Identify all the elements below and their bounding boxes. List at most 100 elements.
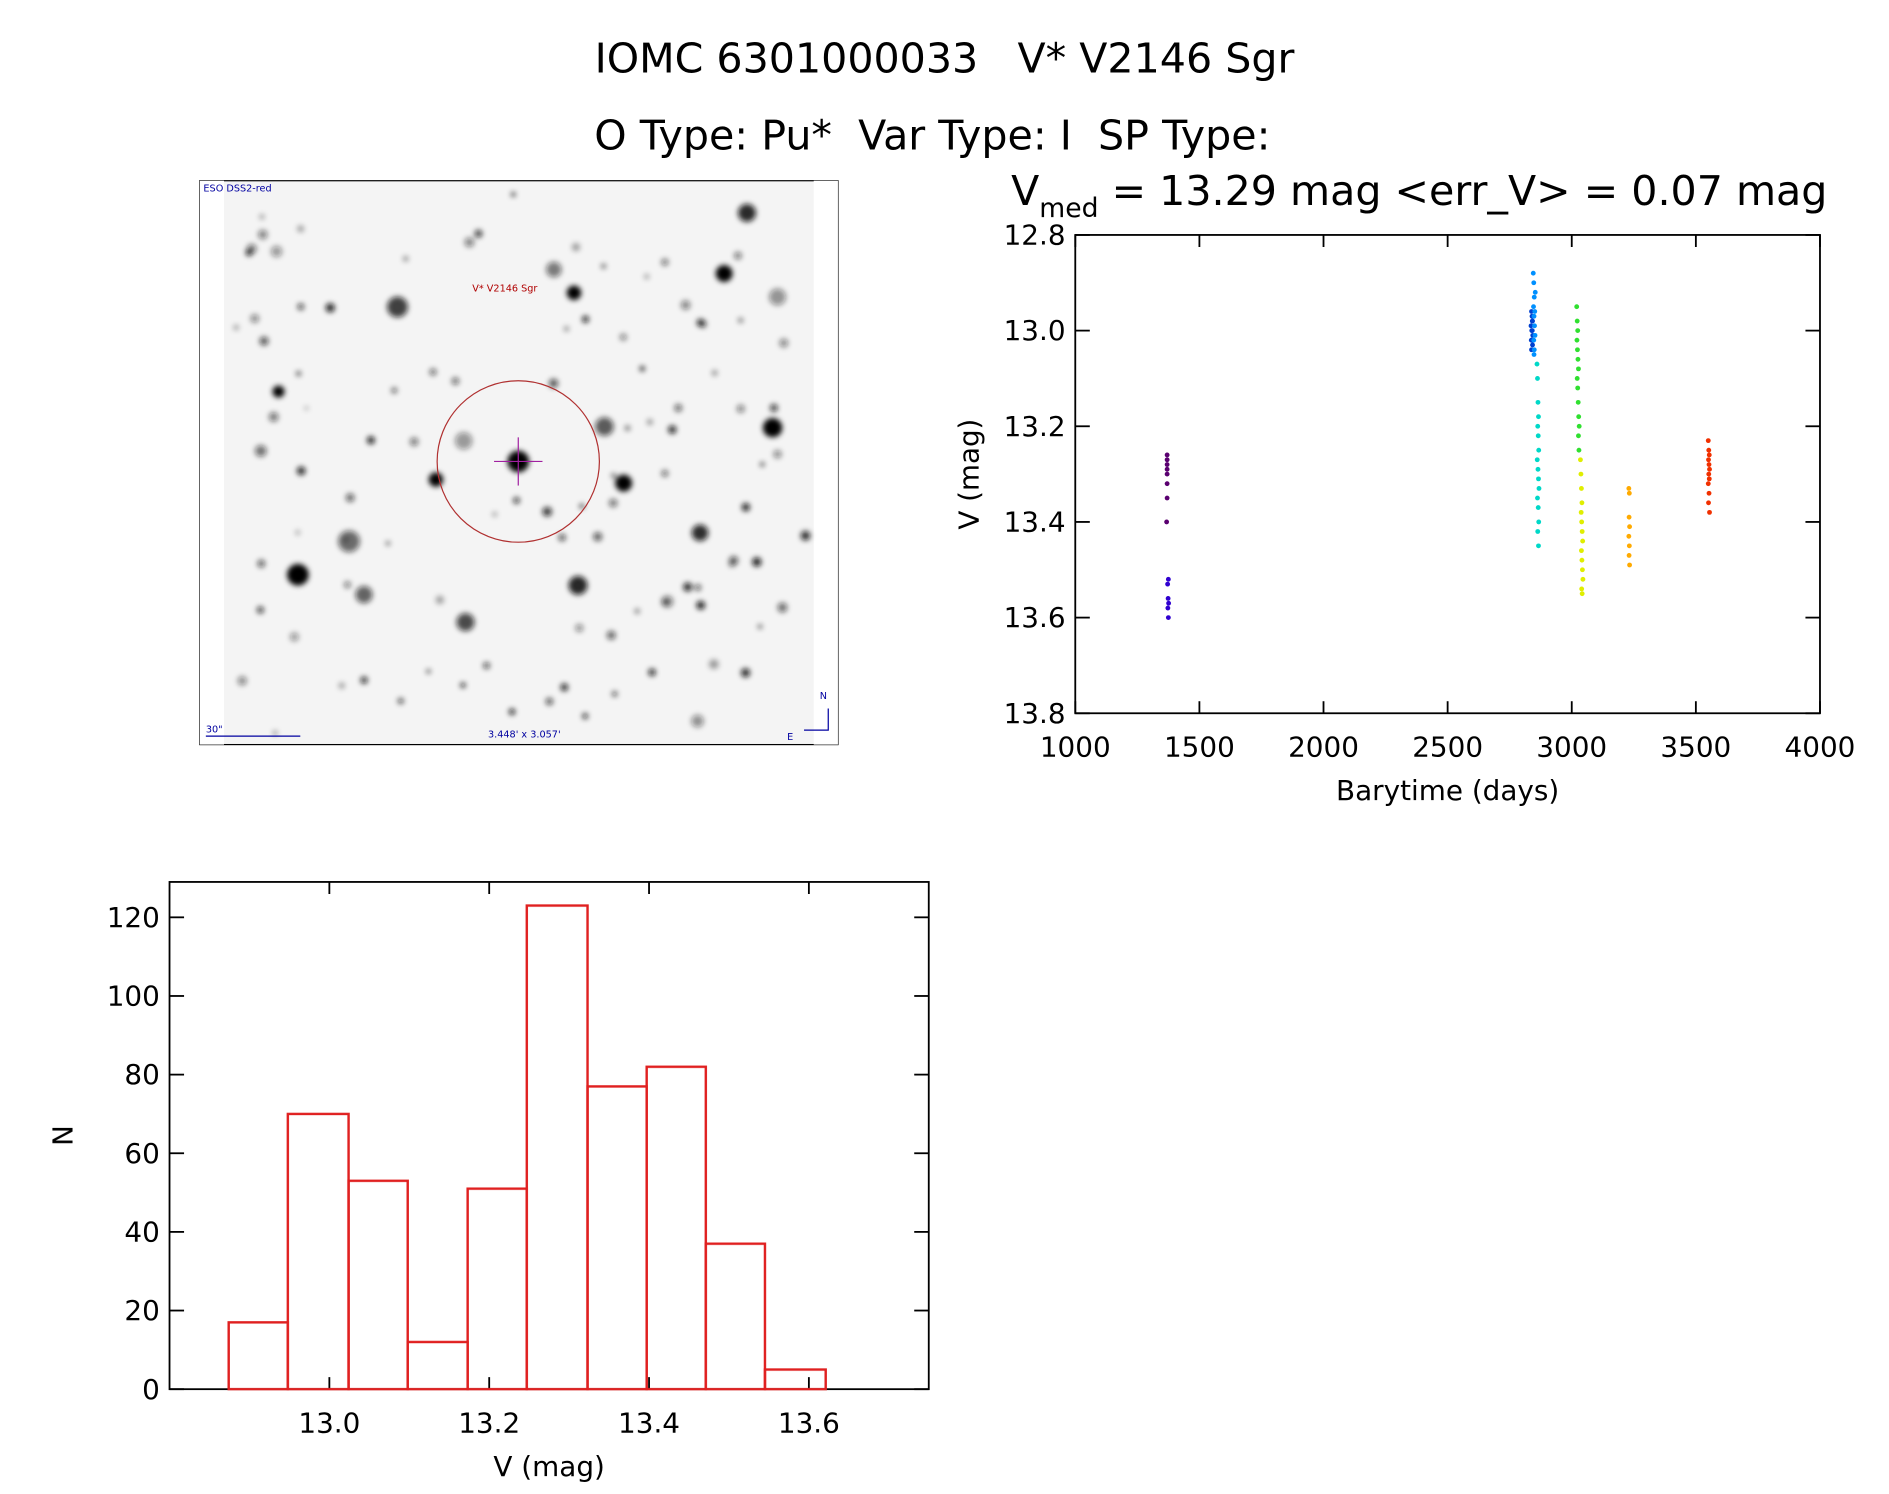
star [668, 425, 677, 434]
star [258, 229, 268, 240]
histogram-bar [227, 1321, 290, 1391]
data-point [1529, 328, 1535, 334]
y-axis-label: N [47, 1125, 80, 1146]
data-point [1579, 591, 1585, 597]
north-label: N [820, 691, 827, 702]
east-label: E [787, 732, 793, 743]
star [385, 541, 390, 546]
data-point [1575, 399, 1581, 405]
star [391, 387, 398, 394]
star [608, 498, 618, 508]
data-point [1578, 509, 1584, 515]
star [680, 300, 691, 310]
star [779, 338, 789, 348]
title-subscript: med [1039, 193, 1098, 224]
star [492, 511, 497, 517]
data-point [1578, 457, 1583, 463]
star [483, 662, 490, 670]
data-point [1626, 486, 1632, 491]
star [511, 192, 516, 197]
data-point [1626, 514, 1632, 520]
star [397, 697, 404, 705]
star [736, 404, 745, 413]
star [611, 691, 618, 697]
data-point [1626, 533, 1632, 539]
data-point [1531, 337, 1537, 343]
scale-label: 30" [206, 725, 223, 736]
y-tick-label: 13.8 [1004, 697, 1066, 730]
star [548, 378, 558, 388]
survey-label: ESO DSS2-red [203, 184, 271, 195]
star [451, 377, 460, 385]
data-point [1535, 505, 1541, 510]
x-tick-label: 1000 [1040, 731, 1111, 764]
data-point [1164, 457, 1170, 463]
y-tick-label: 0 [142, 1373, 160, 1406]
x-tick-label: 2500 [1412, 731, 1483, 764]
star [624, 425, 631, 431]
x-tick-label: 13.2 [458, 1407, 520, 1440]
star [773, 450, 782, 459]
data-point [1579, 519, 1585, 525]
y-tick-label: 13.6 [1004, 601, 1066, 634]
star [711, 370, 718, 376]
star [454, 432, 473, 450]
histogram-bar [704, 1242, 767, 1391]
data-point [1531, 294, 1537, 300]
star [508, 708, 516, 715]
data-point [1575, 328, 1581, 334]
title-rest: = 13.29 mag <err_V> = 0.07 mag [1099, 167, 1828, 215]
y-tick-label: 40 [124, 1216, 159, 1249]
data-point [1535, 495, 1540, 501]
star [696, 318, 705, 327]
data-point [1530, 342, 1535, 348]
star [661, 469, 669, 477]
star [286, 563, 309, 586]
data-point [1165, 576, 1171, 582]
star [246, 243, 257, 254]
star [513, 497, 520, 504]
star [426, 669, 431, 674]
y-tick-label: 60 [124, 1137, 159, 1170]
star [691, 524, 709, 542]
data-point [1535, 423, 1541, 429]
star [646, 419, 653, 425]
histogram-bar [645, 1065, 707, 1391]
data-point [1164, 481, 1170, 487]
data-point [1535, 376, 1540, 381]
data-point [1574, 376, 1580, 381]
data-point [1530, 270, 1536, 276]
y-tick-label: 120 [107, 901, 160, 934]
data-point [1579, 529, 1585, 534]
star [741, 503, 750, 512]
star [558, 533, 566, 542]
data-point [1536, 414, 1541, 420]
data-point [1576, 447, 1582, 453]
data-point [1576, 414, 1582, 420]
star [762, 418, 783, 438]
data-point [1578, 471, 1584, 477]
data-point [1531, 280, 1537, 286]
data-point [1532, 332, 1538, 338]
data-point [1165, 596, 1171, 601]
data-point [1164, 462, 1170, 467]
data-point [1535, 466, 1541, 472]
star [237, 676, 247, 686]
data-point [1705, 438, 1711, 444]
x-tick-label: 13.4 [618, 1407, 680, 1440]
star [674, 404, 683, 412]
data-point [1531, 352, 1537, 357]
star [429, 368, 437, 376]
data-point [1706, 457, 1711, 463]
data-point [1164, 495, 1170, 501]
data-point [1164, 519, 1170, 525]
star [409, 437, 419, 447]
data-point [1165, 605, 1171, 611]
star [295, 530, 301, 535]
data-point [1535, 399, 1541, 405]
data-point [1536, 476, 1541, 482]
data-point [1580, 538, 1586, 544]
page-subtitle: O Type: Pu* Var Type: I SP Type: [594, 111, 1270, 159]
star [715, 265, 733, 282]
x-tick-label: 13.0 [298, 1407, 360, 1440]
